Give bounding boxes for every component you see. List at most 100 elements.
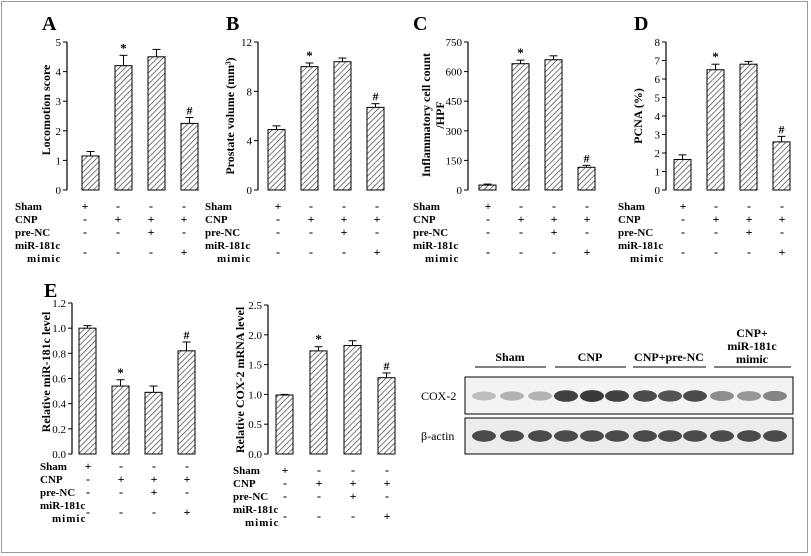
treatment-sign: - [86, 505, 90, 519]
treatment-row-label: mimic [217, 253, 251, 265]
treatment-sign: - [116, 225, 120, 239]
y-tick-label: 1 [56, 155, 62, 167]
y-tick-label: 0 [247, 185, 253, 197]
treatment-sign: + [151, 485, 158, 499]
treatment-sign: + [746, 225, 753, 239]
y-tick-label: 0.5 [248, 419, 262, 431]
significance-mark: * [306, 48, 313, 63]
treatment-sign: + [584, 245, 591, 259]
treatment-sign: - [351, 463, 355, 477]
chart-prostate-volume: B Prostate volume (mm³) 0 4 8 12 * # ShamCNPp… [205, 13, 385, 265]
treatment-sign: - [283, 489, 287, 503]
y-tick-label: 1.2 [52, 298, 66, 310]
significance-mark: # [779, 122, 785, 136]
cox2-band [528, 391, 552, 401]
treatment-sign: + [551, 225, 558, 239]
panel-letter: B [226, 13, 239, 35]
treatment-sign: - [86, 472, 90, 486]
treatment-sign: - [83, 245, 87, 259]
y-tick-label: 0.2 [52, 424, 66, 436]
bar [111, 385, 130, 455]
y-tick-label: 12 [241, 37, 252, 49]
y-tick-label: 0 [56, 185, 62, 197]
y-tick-label: 450 [446, 96, 463, 108]
panel-letter: A [42, 13, 57, 35]
treatment-sign: - [351, 509, 355, 523]
treatment-sign: - [585, 199, 589, 213]
treatment-row-label: mimic [245, 517, 279, 529]
actin-band [472, 430, 496, 442]
treatment-sign: + [282, 463, 289, 477]
treatment-row-label: pre-NC [205, 227, 240, 239]
treatment-sign: + [341, 212, 348, 226]
bar [511, 63, 530, 191]
y-tick-label: 4 [247, 136, 253, 148]
y-tick-label: 300 [446, 126, 463, 138]
y-axis-label-line: /HPF [433, 101, 447, 129]
y-tick-label: 6 [655, 74, 661, 86]
panel-letter: E [44, 280, 57, 302]
chart-relative-mir-181c: E Relative miR-181c level 0.0 0.2 0.4 0.6 0.… [39, 280, 196, 525]
treatment-sign: - [681, 245, 685, 259]
bar [147, 56, 166, 191]
y-axis-label-text: Prostate volume (mm³) [223, 57, 237, 174]
treatment-sign: - [747, 199, 751, 213]
western-blot: Sham CNP CNP+pre-NC CNP+ miR-181c mimic … [421, 326, 794, 455]
treatment-sign: - [185, 459, 189, 473]
treatment-row-label: CNP [40, 474, 63, 486]
treatment-row-label: pre-NC [15, 227, 50, 239]
treatment-sign: - [119, 485, 123, 499]
treatment-sign: - [681, 212, 685, 226]
treatment-sign: - [552, 199, 556, 213]
significance-mark: * [712, 49, 719, 64]
treatment-sign: + [181, 212, 188, 226]
blot-group-label-cnp-plus: CNP+ [736, 326, 768, 340]
bar [177, 350, 196, 455]
treatment-sign: + [746, 212, 753, 226]
y-tick-label: 1 [655, 167, 661, 179]
treatment-sign: + [118, 472, 125, 486]
treatment-sign: - [119, 459, 123, 473]
treatment-sign: + [184, 505, 191, 519]
y-tick-label: 3 [655, 130, 661, 142]
treatment-row-label: mimic [52, 513, 86, 525]
cox2-band [763, 390, 787, 402]
treatment-sign: + [779, 245, 786, 259]
panel-letter: D [634, 13, 648, 35]
treatment-sign: - [152, 505, 156, 519]
actin-band [710, 430, 734, 442]
treatment-sign: + [275, 199, 282, 213]
treatment-sign: + [384, 476, 391, 490]
treatment-sign: - [309, 225, 313, 239]
actin-band [554, 430, 578, 442]
cox2-band [737, 391, 761, 401]
treatment-sign: - [714, 245, 718, 259]
treatment-sign: - [86, 485, 90, 499]
y-tick-label: 600 [446, 67, 463, 79]
treatment-sign: + [148, 225, 155, 239]
treatment-sign: - [385, 489, 389, 503]
bar [81, 155, 100, 191]
bar [544, 59, 563, 191]
treatment-sign: + [151, 472, 158, 486]
bar [739, 63, 758, 191]
treatment-sign: - [116, 199, 120, 213]
bar [267, 129, 286, 191]
cox2-band [710, 391, 734, 401]
cox2-band [500, 391, 524, 401]
significance-mark: # [184, 328, 190, 342]
actin-band [528, 430, 552, 442]
treatment-sign: - [309, 199, 313, 213]
treatment-sign: - [317, 489, 321, 503]
y-tick-label: 5 [655, 93, 661, 105]
treatment-sign: - [283, 476, 287, 490]
treatment-sign: + [551, 212, 558, 226]
y-tick-label: 3 [56, 96, 62, 108]
y-tick-label: 0.0 [248, 449, 262, 461]
treatment-row-label: miR-181c [413, 240, 458, 252]
blot-group-label-cnp-prenc: CNP+pre-NC [634, 350, 704, 364]
y-tick-label: 4 [655, 111, 661, 123]
y-axis-label: Locomotion score [39, 64, 53, 155]
treatment-row-label: miR-181c [618, 240, 663, 252]
treatment-sign: - [309, 245, 313, 259]
